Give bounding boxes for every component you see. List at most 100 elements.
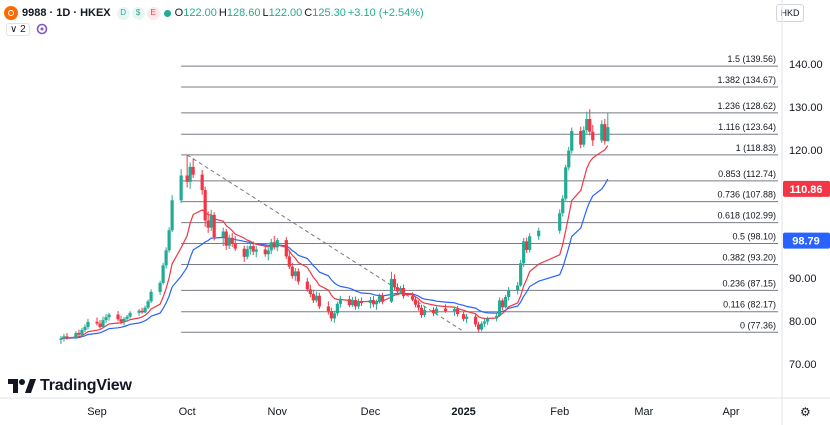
y-tick-label: 90.00 [789,273,817,285]
candle-body [248,246,252,250]
candle-body [452,308,457,312]
ohlc-high: H128.60 [218,7,261,19]
candle-body [317,295,321,307]
indicator-row: ∨ 2 [6,22,48,36]
candle-body [146,301,150,308]
candle-body [122,318,126,322]
data-d-icon[interactable]: D [116,6,130,20]
candle-body [480,323,484,330]
dollar-icon[interactable]: $ [131,6,145,20]
candle-body [443,308,448,312]
tv-logo-icon [8,379,36,393]
candle-body [287,256,291,267]
price-tag-label: 110.86 [789,184,822,196]
candle-body [422,309,427,315]
candle-body [170,200,174,231]
candle-body [561,198,565,214]
candle-body [308,289,312,295]
candle-body [209,214,213,228]
candle-body [245,249,249,257]
x-tick-label: Sep [87,406,107,418]
candle-body [455,308,460,315]
candle-body [380,296,385,302]
candle-body [326,306,330,312]
fib-level-label: 1.382 (134.67) [717,75,776,85]
candle-body [188,166,192,182]
candle-body [516,285,520,291]
candle-body [185,175,189,182]
candle-body [582,130,586,145]
candle-body [269,242,273,251]
candle-body [410,296,415,300]
candle-body [212,214,216,238]
candle-body [498,300,502,316]
y-tick-label: 130.00 [789,102,823,114]
candle-body [603,124,607,142]
market-status-icon [163,9,171,17]
fib-level-label: 1 (118.83) [736,143,776,153]
x-tick-label: Mar [634,406,653,418]
candle-body [579,130,583,145]
chevron-down-icon: ∨ [10,23,18,35]
candle-body [203,190,207,221]
earnings-e-icon[interactable]: E [146,6,160,20]
fib-level-label: 0.5 (98.10) [732,232,776,242]
x-tick-label: 2025 [451,406,475,418]
candle-body [368,300,373,304]
candle-body [525,241,529,250]
fib-level-label: 0.618 (102.99) [717,211,776,221]
ohlc-change: +3.10 (+2.54%) [347,7,424,19]
candle-body [284,240,288,257]
candle-body [305,281,309,290]
symbol-title[interactable]: 9988 · 1D · HKEX [22,7,111,19]
fib-level-label: 0.236 (87.15) [722,278,776,288]
candle-body [161,265,165,283]
candle-body [486,318,490,322]
y-tick-label: 70.00 [789,359,817,371]
candle-body [389,279,394,302]
candle-body [350,300,355,306]
candle-body [143,307,147,313]
indicators-toggle[interactable]: ∨ 2 [6,22,30,36]
candle-body [600,124,604,141]
candle-body [233,243,237,249]
candle-body [242,248,246,257]
x-tick-label: Oct [179,406,196,418]
candle-body [116,314,120,320]
tradingview-logo: TradingView [8,377,132,395]
candle-body [272,242,276,248]
ohlc-open: O122.00 [174,7,217,19]
candle-body [95,321,99,324]
candle-body [606,127,610,142]
candle-body [519,263,523,286]
candle-body [377,296,382,302]
candle-body [311,294,315,301]
y-tick-label: 140.00 [789,59,823,71]
symbol-logo-icon [4,6,18,20]
ohlc-close: C125.30 [304,7,346,19]
fib-level-label: 0.736 (107.88) [717,190,776,200]
gear-icon[interactable]: ⚙ [800,405,811,419]
candle-body [359,301,364,304]
candle-body [83,326,87,330]
candle-body [537,230,541,237]
candle-body [338,299,342,304]
x-tick-label: Apr [722,406,739,418]
candle-body [591,131,595,141]
candle-body [206,220,210,228]
currency-button[interactable]: HKD [776,4,804,22]
symbol-flags: D $ E [116,6,160,20]
candle-body [275,240,279,248]
fib-level-label: 0.382 (93.20) [722,252,776,262]
candle-body [588,119,592,132]
candle-body [80,329,84,335]
price-tag-box [783,180,830,197]
candle-body [224,231,228,246]
candle-body [504,297,508,308]
candle-body [332,313,336,319]
x-tick-label: Dec [361,406,381,418]
candle-body [374,301,379,305]
candle-body [434,308,439,314]
candle-body [158,282,162,292]
